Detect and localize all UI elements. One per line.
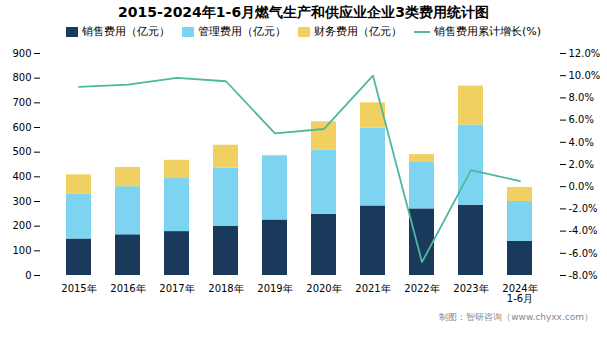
html-text:财务费用（亿元）: 财务费用（亿元）: [314, 25, 402, 38]
svg-text:2021年: 2021年: [355, 283, 390, 294]
svg-text:2022年: 2022年: [404, 283, 439, 294]
svg-text:4.0%: 4.0%: [569, 137, 594, 148]
svg-text:0.0%: 0.0%: [569, 181, 594, 192]
svg-text:-4.0%: -4.0%: [569, 225, 598, 236]
svg-text:2023年: 2023年: [453, 283, 488, 294]
svg-text:2016年: 2016年: [110, 283, 145, 294]
svg-text:200: 200: [12, 220, 31, 231]
svg-text:300: 300: [12, 196, 31, 207]
html-text:销售费用（亿元）: 销售费用（亿元）: [82, 25, 170, 38]
svg-text:2024年1-6月: 2024年1-6月: [502, 283, 537, 304]
html-text:销售费用累计增长(%): 销售费用累计增长(%): [434, 25, 541, 38]
svg-text:600: 600: [12, 122, 31, 133]
svg-text:2.0%: 2.0%: [569, 159, 594, 170]
svg-text:2015年: 2015年: [61, 283, 96, 294]
svg-text:800: 800: [12, 72, 31, 83]
svg-text:900: 900: [12, 48, 31, 59]
svg-text:0: 0: [25, 270, 31, 281]
svg-text:12.0%: 12.0%: [569, 48, 601, 59]
html-text:管理费用（亿元）: 管理费用（亿元）: [198, 25, 286, 38]
svg-text:2018年: 2018年: [208, 283, 243, 294]
svg-text:-2.0%: -2.0%: [569, 203, 598, 214]
svg-text:8.0%: 8.0%: [569, 92, 594, 103]
svg-text:-6.0%: -6.0%: [569, 248, 598, 259]
svg-text:500: 500: [12, 146, 31, 157]
svg-text:2020年: 2020年: [306, 283, 341, 294]
svg-text:2017年: 2017年: [159, 283, 194, 294]
svg-text:10.0%: 10.0%: [569, 70, 601, 81]
html-text:2015-2024年1-6月燃气生产和供应业企业3类费用统计: 2015-2024年1-6月燃气生产和供应业企业3类费用统计图: [118, 4, 489, 20]
svg-text:400: 400: [12, 171, 31, 182]
html-text:制图：智研咨询（www.chyxx.com）: 制图：智研咨询（www.chyxx.com）: [439, 312, 593, 322]
svg-text:2019年: 2019年: [257, 283, 292, 294]
svg-text:6.0%: 6.0%: [569, 114, 594, 125]
svg-text:700: 700: [12, 97, 31, 108]
svg-text:-8.0%: -8.0%: [569, 270, 598, 281]
svg-text:100: 100: [12, 245, 31, 256]
